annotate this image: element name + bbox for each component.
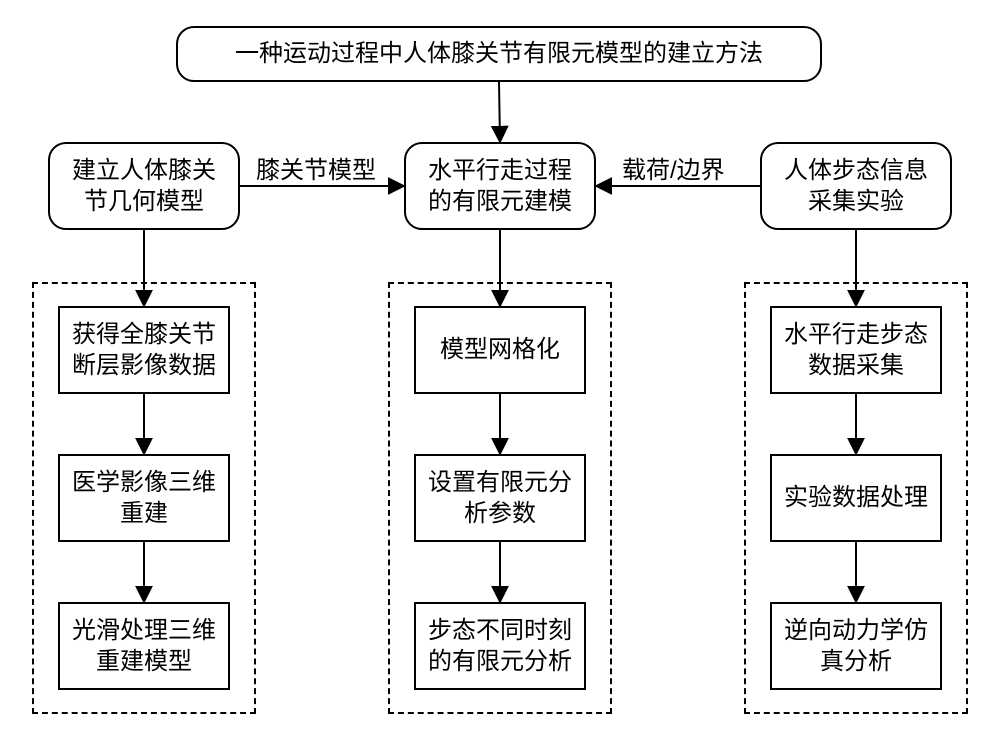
node-label: 一种运动过程中人体膝关节有限元模型的建立方法 xyxy=(235,38,763,69)
edge-label-left: 膝关节模型 xyxy=(252,150,380,185)
node-label: 实验数据处理 xyxy=(784,482,928,513)
node-r1: 水平行走步态数据采集 xyxy=(770,306,942,394)
node-geometry-model: 建立人体膝关节几何模型 xyxy=(48,142,240,230)
node-gait-experiment: 人体步态信息采集实验 xyxy=(760,142,952,230)
node-label: 获得全膝关节断层影像数据 xyxy=(72,319,216,381)
node-r2: 实验数据处理 xyxy=(770,454,942,542)
node-label: 模型网格化 xyxy=(440,334,560,365)
node-label: 水平行走步态数据采集 xyxy=(784,319,928,381)
node-label: 设置有限元分析参数 xyxy=(428,467,572,529)
node-label: 水平行走过程的有限元建模 xyxy=(428,155,572,217)
node-label: 光滑处理三维重建模型 xyxy=(72,615,216,677)
node-c3: 步态不同时刻的有限元分析 xyxy=(414,602,586,690)
node-c1: 模型网格化 xyxy=(414,306,586,394)
node-label: 建立人体膝关节几何模型 xyxy=(72,155,216,217)
edge-label-text: 载荷/边界 xyxy=(622,157,725,184)
node-fem-modeling: 水平行走过程的有限元建模 xyxy=(404,142,596,230)
node-l2: 医学影像三维重建 xyxy=(58,454,230,542)
edge-label-right: 载荷/边界 xyxy=(618,150,729,185)
node-r3: 逆向动力学仿真分析 xyxy=(770,602,942,690)
node-label: 步态不同时刻的有限元分析 xyxy=(428,615,572,677)
node-label: 人体步态信息采集实验 xyxy=(784,155,928,217)
node-l3: 光滑处理三维重建模型 xyxy=(58,602,230,690)
edge-label-text: 膝关节模型 xyxy=(256,157,376,184)
node-label: 医学影像三维重建 xyxy=(72,467,216,529)
node-l1: 获得全膝关节断层影像数据 xyxy=(58,306,230,394)
node-c2: 设置有限元分析参数 xyxy=(414,454,586,542)
node-label: 逆向动力学仿真分析 xyxy=(784,615,928,677)
flowchart-canvas: 一种运动过程中人体膝关节有限元模型的建立方法 建立人体膝关节几何模型 水平行走过… xyxy=(0,0,1000,745)
node-title: 一种运动过程中人体膝关节有限元模型的建立方法 xyxy=(176,26,822,82)
